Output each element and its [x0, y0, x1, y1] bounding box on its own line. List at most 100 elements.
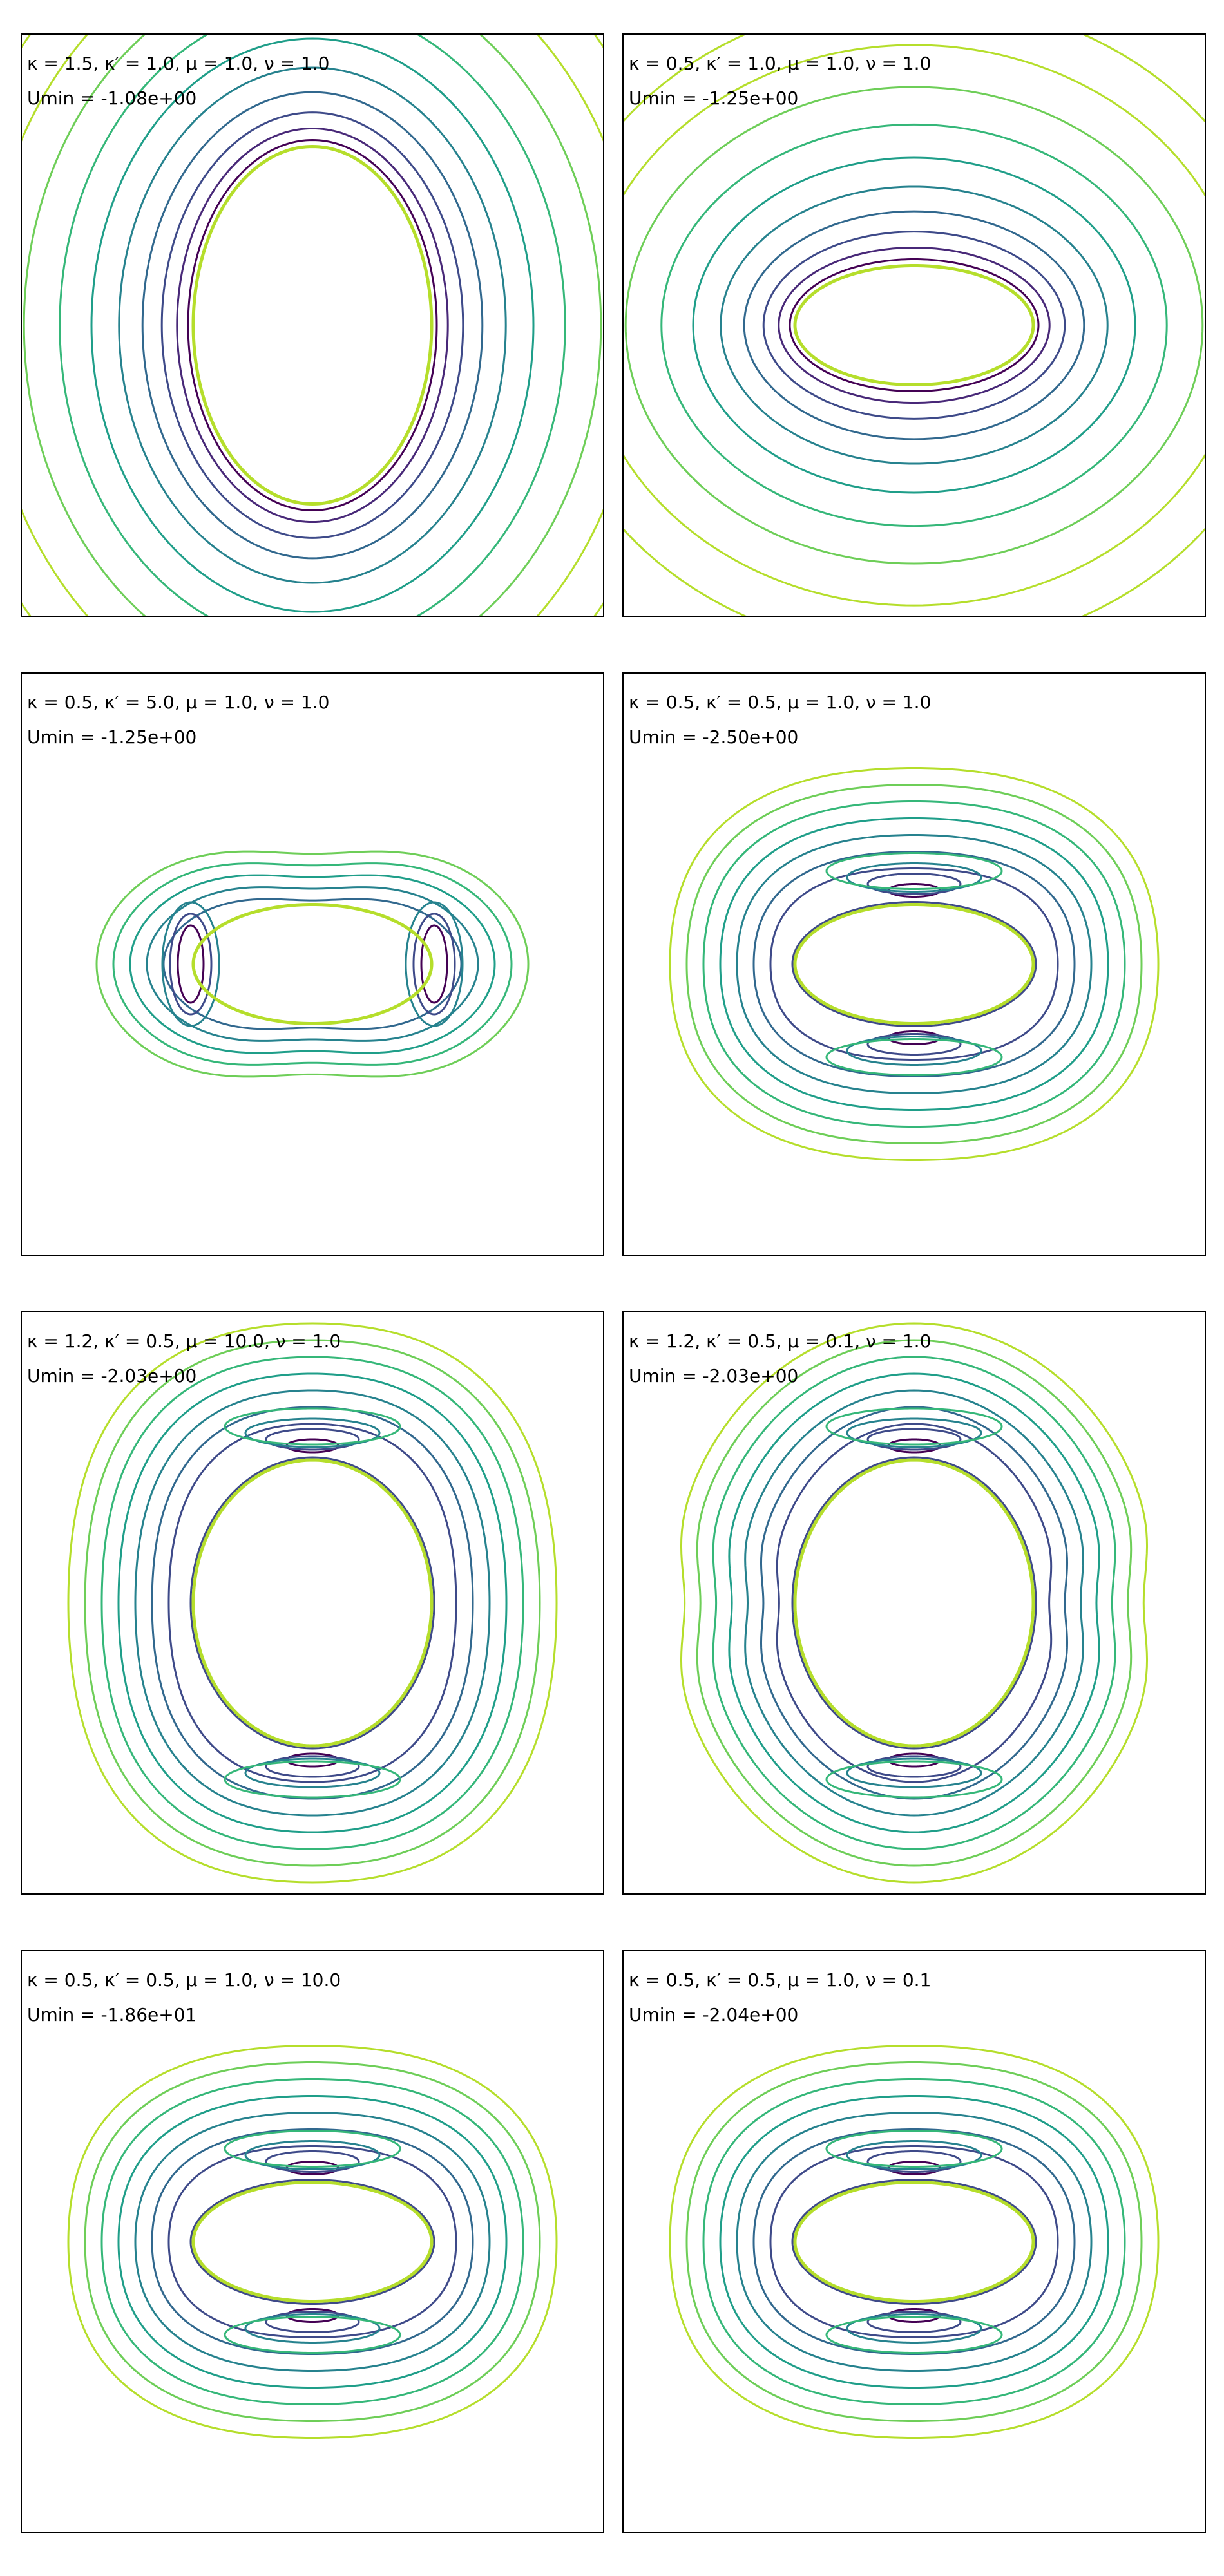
contour-plot: [624, 35, 1205, 616]
contour-line: [719, 2094, 1109, 2389]
contour-line: [791, 1456, 1037, 1750]
contour-line: [134, 1389, 491, 1817]
contour-line: [162, 898, 463, 1030]
contour-line: [22, 35, 603, 616]
contour-line: [669, 2044, 1160, 2439]
contour-line: [167, 1423, 457, 1783]
contour-lobe: [244, 2313, 381, 2344]
contour-lobe: [866, 2310, 962, 2334]
contour-lobe: [412, 913, 456, 1016]
contour-line: [151, 1406, 474, 1800]
contour-line: [778, 246, 1051, 404]
params-label: κ = 0.5, κ′ = 0.5, μ = 1.0, ν = 0.1: [629, 1969, 932, 1991]
contour-lobe: [177, 924, 205, 1004]
contour-lobe: [161, 901, 220, 1027]
inner-boundary: [191, 144, 434, 506]
contour-plot: [95, 850, 530, 1078]
contour-lobe: [825, 2315, 1003, 2354]
contour-panel: κ = 0.5, κ′ = 0.5, μ = 1.0, ν = 10.0 Umin…: [21, 1950, 604, 2533]
contour-lobe: [866, 872, 962, 896]
contour-lobe: [224, 1407, 401, 1446]
inner-boundary: [793, 902, 1035, 1026]
contour-line: [117, 2094, 508, 2389]
contour-line: [187, 138, 438, 512]
contour-line: [719, 817, 1109, 1112]
contour-lobe: [169, 913, 213, 1016]
umin-label: Umin = -2.03e+00: [629, 1365, 799, 1387]
contour-line: [728, 1372, 1100, 1833]
contour-lobe: [846, 862, 982, 893]
contour-lobe: [825, 1407, 1003, 1446]
contour-line: [752, 2128, 1076, 2356]
umin-label: Umin = -2.50e+00: [629, 726, 799, 748]
contour-plot: [67, 2044, 558, 2439]
contour-plot: [680, 1322, 1149, 1884]
contour-line: [151, 2128, 474, 2356]
contour-line: [752, 850, 1076, 1078]
contour-line: [702, 2078, 1126, 2406]
contour-line: [189, 2178, 435, 2306]
contour-line: [669, 766, 1160, 1162]
contour-line: [736, 2111, 1093, 2372]
contour-line: [129, 874, 496, 1054]
contour-lobe: [265, 1755, 360, 1778]
contour-lobe: [224, 1760, 401, 1799]
contour-plot: [67, 1322, 558, 1884]
contour-lobe: [265, 2310, 360, 2334]
contour-lobe: [224, 2129, 401, 2168]
params-label: κ = 0.5, κ′ = 0.5, μ = 1.0, ν = 1.0: [629, 692, 932, 713]
contour-lobe: [244, 1417, 381, 1448]
contour-lobe: [224, 2315, 401, 2354]
contour-lobe: [866, 1755, 962, 1778]
contour-line: [776, 1423, 1053, 1783]
contour-line: [702, 800, 1126, 1128]
contour-line: [660, 123, 1168, 527]
contour-line: [67, 1322, 558, 1884]
contour-line: [760, 1406, 1069, 1800]
contour-panel: κ = 0.5, κ′ = 0.5, μ = 1.0, ν = 0.1 Umin …: [622, 1950, 1206, 2533]
contour-lobe: [846, 1035, 982, 1066]
contour-lobe: [244, 2139, 381, 2171]
contour-lobe: [846, 2139, 982, 2171]
contour-line: [692, 156, 1136, 494]
contour-line: [112, 862, 513, 1066]
contour-line: [743, 210, 1085, 440]
contour-line: [95, 850, 530, 1078]
contour-plot: [669, 766, 1160, 1162]
contour-line: [100, 1356, 524, 1850]
params-label: κ = 1.5, κ′ = 1.0, μ = 1.0, ν = 1.0: [27, 53, 330, 74]
contour-line: [680, 1322, 1149, 1884]
umin-label: Umin = -2.03e+00: [27, 1365, 197, 1387]
contour-line: [769, 867, 1059, 1061]
contour-panel: κ = 0.5, κ′ = 0.5, μ = 1.0, ν = 1.0 Umin …: [622, 672, 1206, 1256]
contour-line: [791, 900, 1037, 1028]
contour-lobe: [405, 901, 464, 1027]
contour-line: [118, 66, 507, 584]
contour-line: [685, 2061, 1143, 2423]
params-label: κ = 0.5, κ′ = 0.5, μ = 1.0, ν = 10.0: [27, 1969, 341, 1991]
contour-line: [59, 35, 566, 616]
contour-line: [146, 886, 479, 1042]
contour-line: [624, 44, 1205, 607]
contour-line: [67, 2044, 558, 2439]
params-label: κ = 1.2, κ′ = 0.5, μ = 10.0, ν = 1.0: [27, 1331, 341, 1352]
umin-label: Umin = -2.04e+00: [629, 2004, 799, 2025]
contour-line: [100, 2078, 524, 2406]
contour-line: [736, 833, 1093, 1095]
contour-line: [769, 2145, 1059, 2339]
inner-boundary: [191, 1458, 434, 1748]
contour-line: [762, 231, 1066, 420]
contour-panel: κ = 0.5, κ′ = 5.0, μ = 1.0, ν = 1.0 Umin …: [21, 672, 604, 1256]
contour-line: [791, 2178, 1037, 2306]
contour-lobe: [265, 1428, 360, 1451]
umin-label: Umin = -1.25e+00: [27, 726, 197, 748]
contour-lobe: [265, 2150, 360, 2174]
contour-line: [117, 1372, 508, 1833]
contour-lobe: [846, 2313, 982, 2344]
contour-lobe: [244, 1757, 381, 1788]
contour-panel: κ = 0.5, κ′ = 1.0, μ = 1.0, ν = 1.0 Umin …: [622, 33, 1206, 617]
contour-lobe: [866, 1428, 962, 1451]
contour-line: [167, 2145, 457, 2339]
umin-label: Umin = -1.08e+00: [27, 88, 197, 109]
contour-panel: κ = 1.2, κ′ = 0.5, μ = 0.1, ν = 1.0 Umin …: [622, 1311, 1206, 1895]
